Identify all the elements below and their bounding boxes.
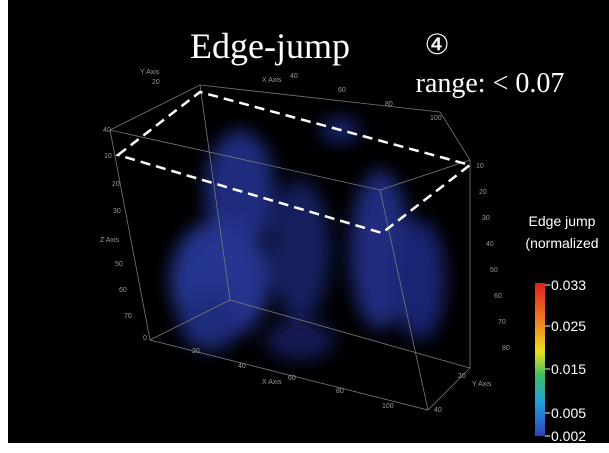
colorbar-title: Edge jump: [529, 213, 596, 229]
axis-tick-label: 30: [482, 215, 490, 222]
axis-tick-label: 70: [498, 319, 506, 326]
axis-tick-label: 20: [192, 348, 200, 355]
axis-label: Y Axis: [140, 69, 160, 76]
range-label: range: < 0.07: [416, 68, 565, 99]
axis-tick-label: 60: [338, 87, 346, 94]
axis-tick-label: 40: [103, 127, 111, 134]
axis-tick-label: 10: [476, 163, 484, 170]
colorbar: [535, 283, 545, 436]
axis-tick-label: 40: [290, 73, 298, 80]
colorbar-title: (normalized: [525, 235, 598, 251]
colorbar-tick-label: 0.033: [551, 277, 586, 293]
labels: 0.033 0.025 0.015 0.005 0.002 Y Axis 20 40 10 X A…: [100, 69, 586, 444]
axis-tick-label: 20: [152, 79, 160, 86]
axis-tick-label: 20: [479, 189, 487, 196]
step-number: ④: [424, 30, 449, 61]
title: Edge-jump: [190, 26, 350, 66]
colorbar-tick-label: 0.025: [551, 318, 586, 334]
axis-label: Z Axis: [100, 237, 120, 244]
bounding-box: [109, 84, 471, 411]
axis-tick-label: 40: [434, 407, 442, 414]
axis-tick-label: 40: [486, 241, 494, 248]
axis-tick-label: 50: [490, 267, 498, 274]
axis-label: Y Axis: [472, 381, 492, 388]
slice-outline: [115, 90, 473, 235]
axis-tick-label: 70: [124, 313, 132, 320]
axis-tick-label: 60: [119, 287, 127, 294]
axis-tick-label: 50: [115, 261, 123, 268]
axis-tick-label: 80: [502, 345, 510, 352]
axis-tick-label: 20: [458, 373, 466, 380]
volume-render: [170, 118, 445, 360]
axis-tick-label: 0: [143, 335, 147, 342]
axis-tick-label: 80: [385, 101, 393, 108]
axis-tick-label: 10: [104, 153, 112, 160]
axis-label: X Axis: [262, 77, 282, 84]
axis-label: X Axis: [262, 379, 282, 386]
axis-tick-label: 40: [238, 363, 246, 370]
axis-tick-label: 60: [288, 375, 296, 382]
axis-tick-label: 30: [113, 208, 121, 215]
colorbar-tick-label: 0.015: [551, 361, 586, 377]
colorbar-tick-label: 0.002: [551, 428, 586, 444]
axis-tick-label: 80: [336, 388, 344, 395]
axis-tick-label: 60: [494, 293, 502, 300]
colorbar-tick-label: 0.005: [551, 405, 586, 421]
axis-tick-label: 100: [382, 403, 394, 410]
axis-tick-label: 100: [430, 115, 442, 122]
axis-tick-label: 20: [112, 181, 120, 188]
